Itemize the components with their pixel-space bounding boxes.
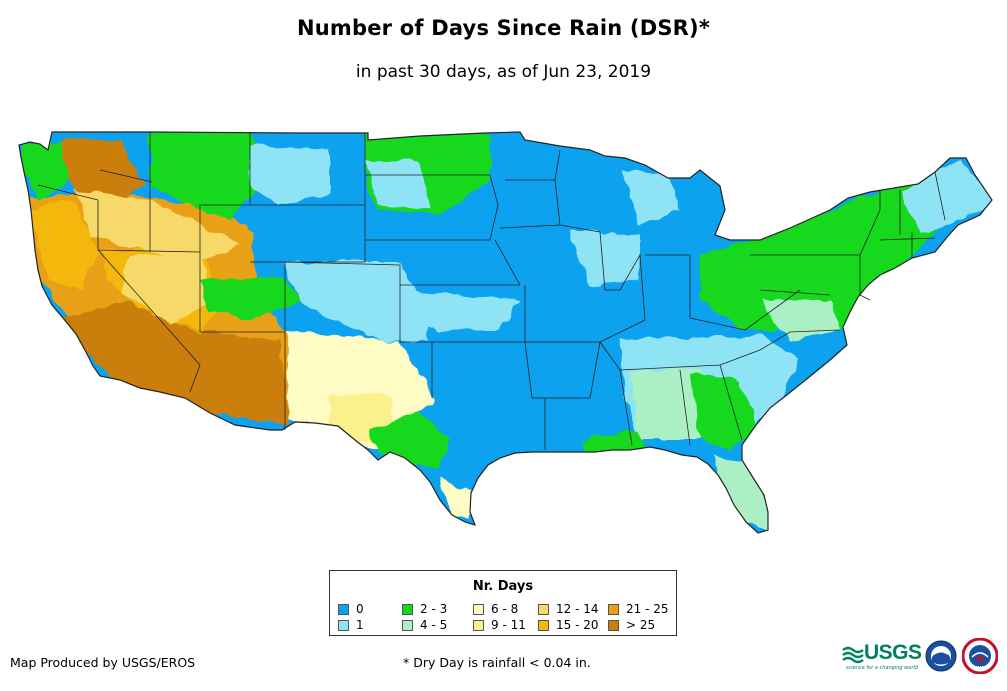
legend-label: 6 - 8 [491, 602, 519, 616]
legend-swatch [538, 620, 549, 631]
nws-seal-icon [961, 637, 999, 675]
zone-2-3-days [200, 275, 300, 320]
legend-label: 21 - 25 [626, 602, 669, 616]
legend-label: 12 - 14 [556, 602, 599, 616]
legend-label: 15 - 20 [556, 618, 599, 632]
map-title: Number of Days Since Rain (DSR)* [296, 16, 711, 40]
zone-12-14-days [120, 255, 215, 325]
map-subtitle: in past 30 days, as of Jun 23, 2019 [355, 62, 652, 82]
zone-4-5-days [712, 455, 770, 530]
zone-6-8-days [440, 480, 472, 520]
legend-item: 4 - 5 [402, 619, 447, 631]
zone-15-20-days [30, 200, 100, 290]
us-outline [18, 131, 993, 534]
zone-2-3-days [150, 132, 260, 220]
usgs-logo: USGS science for a changing world [842, 641, 922, 671]
legend-item: 15 - 20 [538, 619, 599, 631]
usgs-wave-icon [842, 646, 864, 664]
legend-item: 21 - 25 [608, 603, 669, 615]
legend-item: 12 - 14 [538, 603, 599, 615]
legend-item: > 25 [608, 619, 655, 631]
legend-item: 9 - 11 [473, 619, 526, 631]
zone-2-3-days [700, 175, 960, 330]
legend-swatch [608, 604, 619, 615]
legend-swatch [473, 620, 484, 631]
legend-item: 2 - 3 [402, 603, 447, 615]
zone-1-day [250, 145, 330, 205]
zone-over-25-days [60, 140, 145, 205]
legend-swatch [473, 604, 484, 615]
legend-label: 4 - 5 [420, 618, 448, 632]
legend-item: 1 [338, 619, 364, 631]
zone-1-day [570, 230, 640, 285]
credit-text: Map Produced by USGS/EROS [10, 655, 196, 670]
legend-label: 2 - 3 [420, 602, 448, 616]
zone-2-3-days [580, 430, 650, 452]
noaa-text: noaa [932, 652, 950, 660]
legend-swatch [402, 604, 413, 615]
legend-swatch [338, 620, 349, 631]
legend-title: Nr. Days [472, 579, 534, 594]
zone-12-14-days [75, 190, 240, 262]
zone-4-5-days [760, 300, 840, 340]
legend: Nr. Days 0 1 2 - 3 4 - 5 6 - 8 9 - 11 12 - 14 1… [329, 570, 677, 636]
noaa-seal-icon [925, 640, 957, 672]
legend-swatch [402, 620, 413, 631]
legend-item: 0 [338, 603, 364, 615]
nws-logo: NWS [961, 637, 999, 675]
zone-1-day [285, 262, 430, 342]
legend-label: 9 - 11 [491, 618, 526, 632]
zone-2-3-days [20, 142, 70, 200]
usgs-logo-text: USGS [864, 641, 922, 664]
legend-label: 0 [356, 602, 364, 616]
zone-1-day [365, 160, 430, 210]
legend-swatch [608, 620, 619, 631]
legend-swatch [538, 604, 549, 615]
conus-dsr-map [18, 131, 993, 534]
legend-item: 6 - 8 [473, 603, 518, 615]
nws-text: NWS [973, 666, 987, 672]
zone-4-5-days [630, 370, 700, 440]
legend-label: > 25 [626, 618, 656, 632]
zone-1-day [620, 170, 680, 225]
noaa-logo: noaa [925, 640, 957, 672]
usgs-tagline: science for a changing world [846, 665, 918, 671]
legend-label: 1 [356, 618, 364, 632]
zone-1-day [400, 290, 520, 330]
footnote-text: * Dry Day is rainfall < 0.04 in. [403, 655, 591, 670]
zone-2-3-days [690, 375, 760, 450]
legend-swatch [338, 604, 349, 615]
